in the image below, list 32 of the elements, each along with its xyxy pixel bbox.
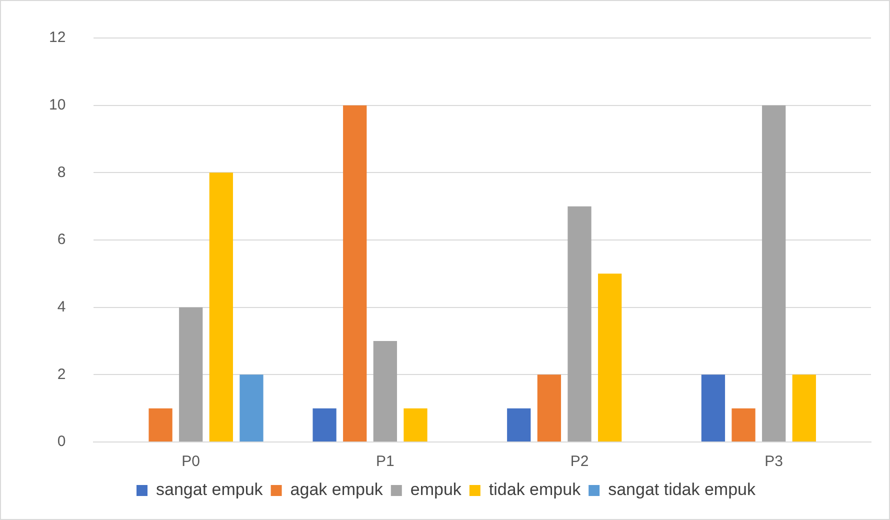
bar bbox=[568, 206, 592, 442]
bar bbox=[148, 408, 172, 442]
bar bbox=[404, 408, 428, 442]
legend-label: agak empuk bbox=[290, 480, 384, 500]
x-tick-label: P3 bbox=[764, 453, 784, 470]
legend-label: empuk bbox=[410, 480, 462, 500]
legend-label: sangat tidak empuk bbox=[608, 480, 756, 500]
bar bbox=[701, 374, 726, 442]
bar bbox=[762, 105, 786, 442]
bar bbox=[343, 105, 367, 442]
bar bbox=[537, 374, 562, 442]
legend-label: sangat empuk bbox=[156, 480, 264, 500]
x-tick-label: P0 bbox=[182, 453, 200, 470]
x-tick-label: P1 bbox=[376, 453, 394, 470]
bar bbox=[179, 307, 203, 442]
x-tick-label: P2 bbox=[570, 453, 589, 470]
bar bbox=[312, 408, 336, 442]
bar bbox=[598, 274, 622, 442]
y-tick-label: 2 bbox=[57, 366, 66, 383]
y-tick-label: 10 bbox=[48, 96, 66, 114]
bar bbox=[792, 374, 816, 442]
bar bbox=[240, 374, 264, 442]
y-tick-label: 12 bbox=[48, 29, 66, 46]
y-tick-label: 6 bbox=[57, 231, 66, 248]
bar bbox=[507, 408, 531, 442]
y-tick-label: 8 bbox=[57, 164, 66, 181]
y-tick-label: 4 bbox=[57, 298, 66, 316]
y-tick-label: 0 bbox=[57, 433, 66, 450]
legend-label: tidak empuk bbox=[488, 480, 582, 500]
bar bbox=[732, 408, 756, 442]
bar bbox=[209, 172, 233, 442]
bar bbox=[373, 341, 397, 442]
